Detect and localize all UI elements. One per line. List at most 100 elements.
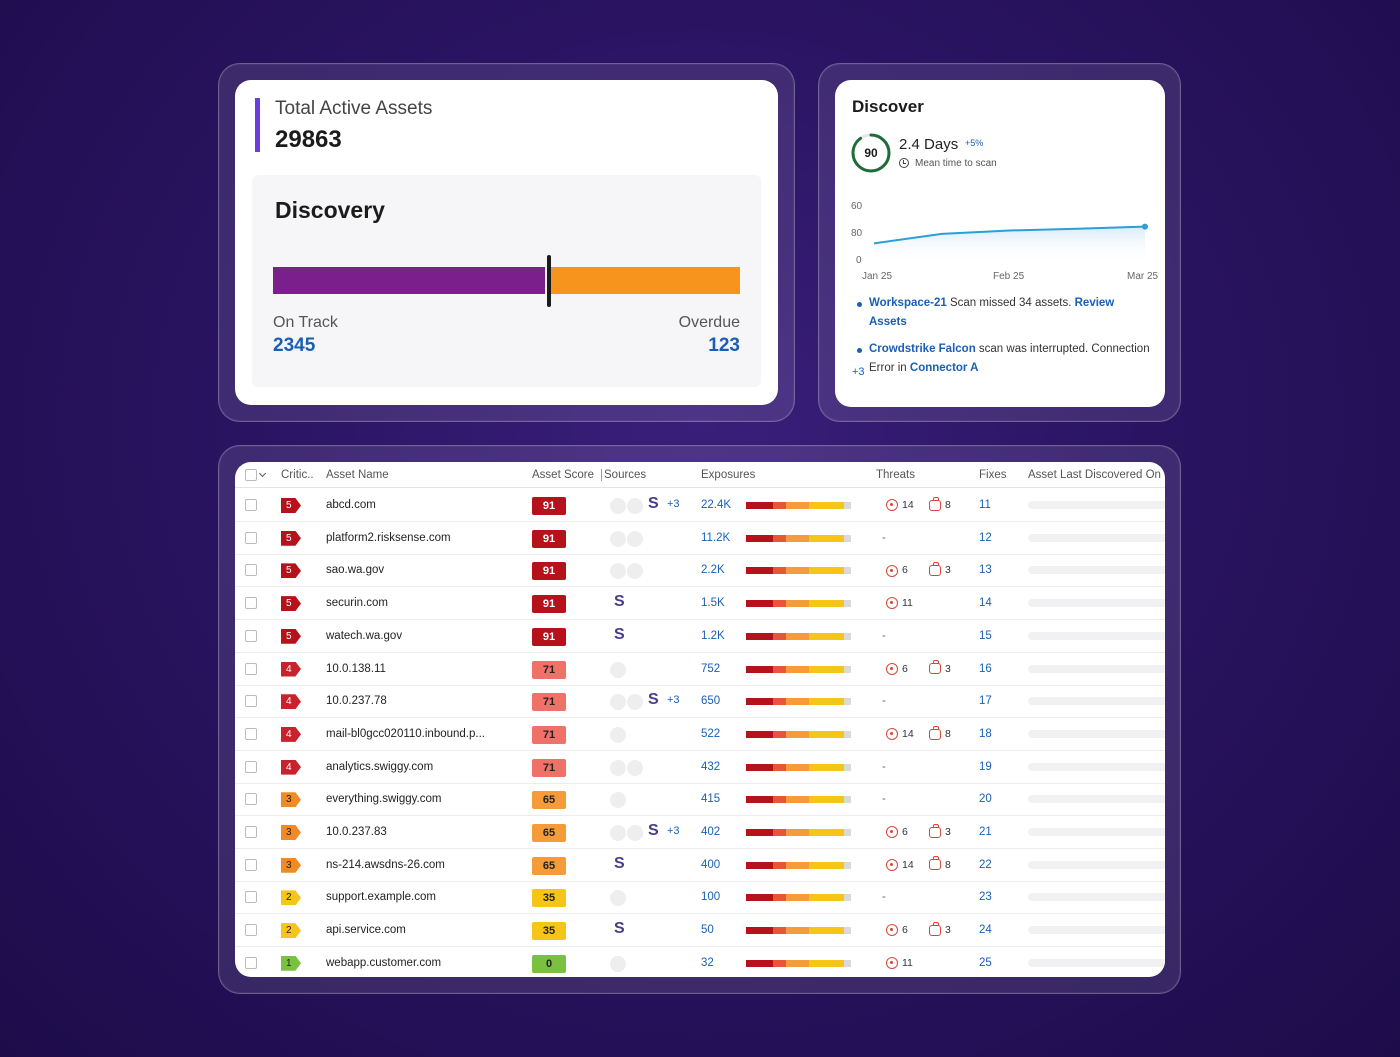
asset-name-link[interactable]: sao.wa.gov	[326, 564, 385, 577]
fixes-count[interactable]: 14	[979, 597, 992, 610]
asset-name-link[interactable]: securin.com	[326, 597, 388, 610]
col-threats[interactable]: Threats	[876, 469, 915, 481]
row-checkbox[interactable]	[245, 793, 257, 806]
row-checkbox[interactable]	[245, 891, 257, 904]
on-track-bar[interactable]	[273, 267, 545, 294]
exposures-count[interactable]: 2.2K	[701, 564, 725, 577]
table-row[interactable]: 3 everything.swiggy.com 65 415 - 20	[235, 783, 1165, 817]
exploit-count[interactable]: 3	[929, 914, 951, 946]
table-row[interactable]: 2 support.example.com 35 100 - 23	[235, 881, 1165, 915]
exposures-count[interactable]: 100	[701, 891, 721, 904]
sources-cell[interactable]	[607, 783, 697, 815]
row-checkbox[interactable]	[245, 597, 257, 610]
threat-count[interactable]: 14	[886, 489, 914, 521]
exploit-count[interactable]: 8	[929, 718, 951, 750]
row-checkbox[interactable]	[245, 531, 257, 544]
select-all-checkbox[interactable]	[245, 469, 257, 481]
fixes-count[interactable]: 25	[979, 956, 992, 969]
col-last-discovered[interactable]: Asset Last Discovered On	[1028, 469, 1161, 481]
threat-count[interactable]: 14	[886, 849, 914, 881]
fixes-count[interactable]: 13	[979, 564, 992, 577]
fixes-count[interactable]: 23	[979, 891, 992, 904]
sources-cell[interactable]: S +3	[607, 685, 697, 717]
asset-name-link[interactable]: 10.0.237.78	[326, 695, 387, 708]
exposures-count[interactable]: 432	[701, 760, 721, 773]
fixes-count[interactable]: 24	[979, 924, 992, 937]
exploit-count[interactable]: 3	[929, 653, 951, 685]
exposures-count[interactable]: 11.2K	[701, 531, 731, 544]
fixes-count[interactable]: 19	[979, 760, 992, 773]
table-row[interactable]: 3 ns-214.awsdns-26.com 65 S 400 14 8 22	[235, 849, 1165, 882]
exposures-count[interactable]: 402	[701, 826, 721, 838]
col-exposures[interactable]: Exposures	[701, 469, 756, 481]
asset-name-link[interactable]: 10.0.138.11	[326, 662, 386, 675]
exposures-count[interactable]: 1.2K	[701, 629, 725, 642]
threat-count[interactable]: 11	[886, 587, 913, 619]
col-criticality[interactable]: Critic..	[281, 469, 314, 481]
threat-count[interactable]: 14	[886, 718, 914, 750]
row-checkbox[interactable]	[245, 629, 257, 642]
exposures-count[interactable]: 400	[701, 858, 721, 871]
row-checkbox[interactable]	[245, 956, 257, 969]
asset-name-link[interactable]: 10.0.237.83	[326, 826, 387, 838]
asset-name-link[interactable]: ns-214.awsdns-26.com	[326, 858, 445, 871]
table-row[interactable]: 5 platform2.risksense.com 91 11.2K - 12	[235, 522, 1165, 555]
row-checkbox[interactable]	[245, 858, 257, 871]
on-track-value[interactable]: 2345	[273, 335, 316, 356]
row-checkbox[interactable]	[245, 662, 257, 675]
more-alerts-link[interactable]: +3	[852, 366, 865, 378]
threat-count[interactable]: 6	[886, 914, 908, 946]
row-checkbox[interactable]	[245, 695, 257, 708]
sources-cell[interactable]	[607, 751, 697, 783]
exploit-count[interactable]: 8	[929, 849, 951, 881]
more-sources-link[interactable]: +3	[667, 825, 680, 837]
row-checkbox[interactable]	[245, 826, 257, 838]
fixes-count[interactable]: 15	[979, 629, 992, 642]
asset-name-link[interactable]: platform2.risksense.com	[326, 531, 451, 544]
exploit-count[interactable]: 3	[929, 816, 951, 848]
chevron-down-icon[interactable]	[258, 469, 267, 478]
sources-cell[interactable]: S +3	[607, 816, 697, 848]
asset-name-link[interactable]: analytics.swiggy.com	[326, 760, 434, 773]
table-row[interactable]: 4 10.0.237.78 71 S +3 650 - 17	[235, 685, 1165, 719]
sources-cell[interactable]: S	[607, 620, 697, 652]
exposures-count[interactable]: 752	[701, 662, 721, 675]
fixes-count[interactable]: 11	[979, 499, 991, 511]
asset-name-link[interactable]: mail-bl0gcc020110.inbound.p...	[326, 727, 485, 740]
table-row[interactable]: 5 securin.com 91 S 1.5K 11 14	[235, 587, 1165, 621]
asset-name-link[interactable]: api.service.com	[326, 924, 406, 937]
overdue-value[interactable]: 123	[708, 335, 740, 356]
trend-end-point[interactable]	[1142, 223, 1148, 230]
table-row[interactable]: 4 10.0.138.11 71 752 6 3 16	[235, 653, 1165, 686]
fixes-count[interactable]: 22	[979, 858, 992, 871]
sources-cell[interactable]	[607, 522, 697, 554]
more-sources-link[interactable]: +3	[667, 694, 680, 707]
asset-name-link[interactable]: webapp.customer.com	[326, 956, 442, 969]
exposures-count[interactable]: 32	[701, 956, 714, 969]
exposures-count[interactable]: 50	[701, 924, 714, 937]
fixes-count[interactable]: 21	[979, 826, 992, 838]
exposures-count[interactable]: 22.4K	[701, 499, 732, 511]
fixes-count[interactable]: 12	[979, 531, 992, 544]
col-sources[interactable]: Sources	[601, 469, 646, 481]
exploit-count[interactable]: 3	[929, 554, 951, 586]
sources-cell[interactable]	[607, 554, 697, 586]
col-asset-name[interactable]: Asset Name	[326, 469, 389, 481]
row-checkbox[interactable]	[245, 727, 257, 740]
fixes-count[interactable]: 16	[979, 662, 992, 675]
table-row[interactable]: 4 mail-bl0gcc020110.inbound.p... 71 522 14 8 1…	[235, 718, 1165, 751]
row-checkbox[interactable]	[245, 924, 257, 937]
row-checkbox[interactable]	[245, 760, 257, 773]
table-row[interactable]: 4 analytics.swiggy.com 71 432 - 19	[235, 751, 1165, 784]
exposures-count[interactable]: 415	[701, 793, 721, 806]
asset-name-link[interactable]: watech.wa.gov	[326, 629, 403, 642]
col-asset-score[interactable]: Asset Score	[532, 469, 594, 481]
more-sources-link[interactable]: +3	[667, 498, 680, 510]
col-fixes[interactable]: Fixes	[979, 469, 1007, 481]
connector-link[interactable]: Connector A	[909, 362, 979, 374]
table-row[interactable]: 1 webapp.customer.com 0 32 11 25	[235, 947, 1165, 977]
sources-cell[interactable]: S	[607, 849, 697, 881]
exposures-count[interactable]: 522	[701, 727, 721, 740]
asset-name-link[interactable]: support.example.com	[326, 891, 436, 904]
sources-cell[interactable]	[607, 718, 697, 750]
